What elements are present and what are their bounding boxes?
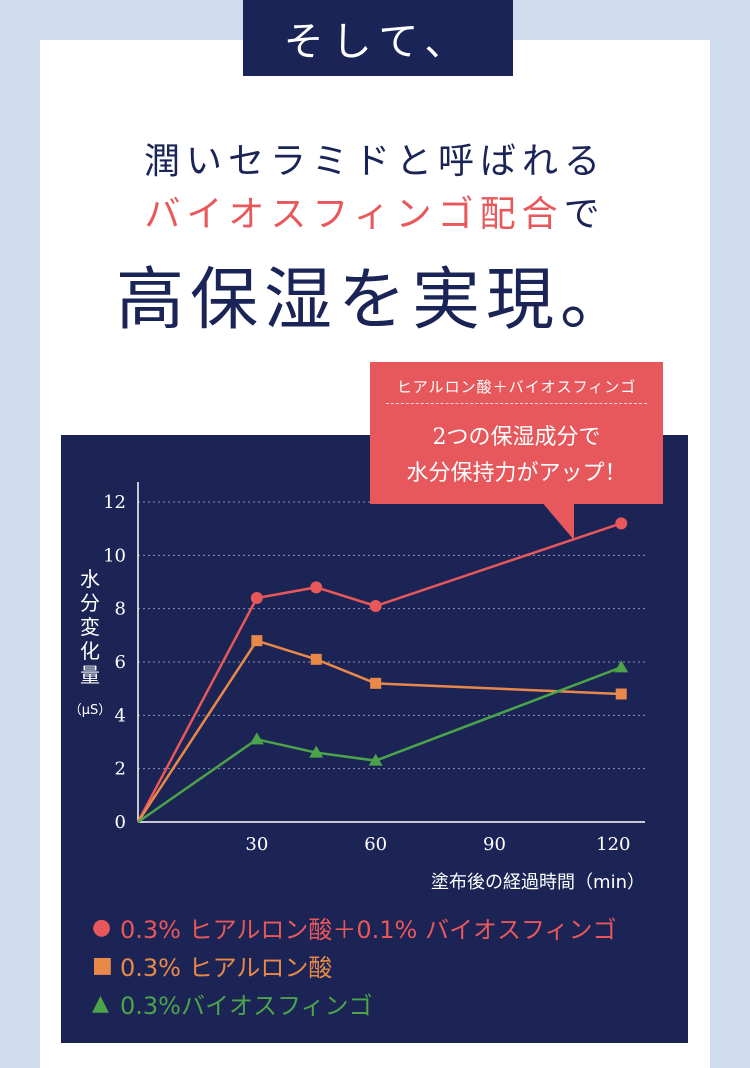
legend-marker: ▲: [92, 990, 109, 1016]
legend-marker: ■: [92, 952, 113, 978]
x-axis-label: 塗布後の経過時間（min）: [431, 871, 645, 893]
series-line: [136, 639, 622, 823]
y-axis-unit: （μS）: [69, 703, 112, 718]
legend-label: 0.3% ヒアルロン酸: [120, 953, 333, 982]
x-tick-label: 30: [245, 834, 268, 855]
y-tick-label: 2: [115, 759, 126, 780]
legend-item: ● 0.3% ヒアルロン酸＋0.1% バイオスフィンゴ: [92, 908, 616, 946]
data-point-circle: [615, 517, 628, 530]
intro-tail-text: で: [563, 194, 606, 235]
x-tick-label: 60: [364, 834, 387, 855]
y-axis-label-char: 変: [80, 615, 100, 639]
headline: 高保湿を実現。: [115, 261, 634, 340]
intro-line-1: 潤いセラミドと呼ばれる: [143, 141, 606, 182]
legend-item: ▲ 0.3%バイオスフィンゴ: [92, 984, 616, 1022]
x-tick-label: 120: [596, 834, 630, 855]
legend-marker: ●: [92, 914, 112, 940]
legend-item: ■ 0.3% ヒアルロン酸: [92, 946, 616, 984]
callout-main: 2つの保湿成分で 水分保持力がアップ！: [370, 420, 663, 492]
data-point-square: [310, 653, 322, 665]
data-point-circle: [369, 600, 382, 612]
data-point-triangle: [368, 753, 383, 766]
data-point-circle: [250, 592, 263, 604]
legend-label: 0.3%バイオスフィンゴ: [120, 991, 373, 1020]
y-tick-label: 12: [103, 492, 126, 513]
data-point-triangle: [309, 745, 324, 758]
data-point-square: [615, 688, 627, 700]
y-tick-label: 6: [115, 652, 126, 673]
callout-line-2: 水分保持力がアップ！: [406, 461, 627, 486]
chart-legend: ● 0.3% ヒアルロン酸＋0.1% バイオスフィンゴ ■ 0.3% ヒアルロン酸 ▲ 0…: [92, 908, 616, 1022]
y-axis-label-char: 分: [80, 591, 100, 615]
callout-bubble: ヒアルロン酸＋バイオスフィンゴ 2つの保湿成分で 水分保持力がアップ！: [370, 362, 663, 504]
y-axis-label-char: 量: [80, 663, 100, 687]
callout-divider: [386, 403, 647, 404]
x-tick-label: 90: [483, 834, 506, 855]
intro-line-2: バイオスフィンゴ配合で: [0, 185, 750, 237]
y-axis-label-char: 化: [80, 639, 100, 663]
y-tick-label: 4: [115, 705, 126, 726]
y-tick-label: 0: [115, 812, 126, 833]
y-tick-label: 10: [103, 545, 126, 566]
section-title: そして、: [243, 0, 513, 76]
callout-subtitle: ヒアルロン酸＋バイオスフィンゴ: [396, 378, 637, 396]
y-tick-label: 8: [115, 599, 126, 620]
intro-accent-text: バイオスフィンゴ配合: [144, 194, 564, 235]
legend-label: 0.3% ヒアルロン酸＋0.1% バイオスフィンゴ: [120, 915, 617, 944]
data-point-triangle: [614, 660, 629, 673]
data-point-circle: [310, 581, 323, 594]
data-point-square: [370, 677, 382, 689]
callout-tail: [540, 500, 574, 540]
data-point-triangle: [249, 732, 264, 745]
y-axis-label-char: 水: [80, 567, 100, 591]
callout-line-1: 2つの保湿成分で: [432, 425, 601, 450]
series-line: [136, 522, 622, 823]
data-point-square: [251, 635, 263, 647]
